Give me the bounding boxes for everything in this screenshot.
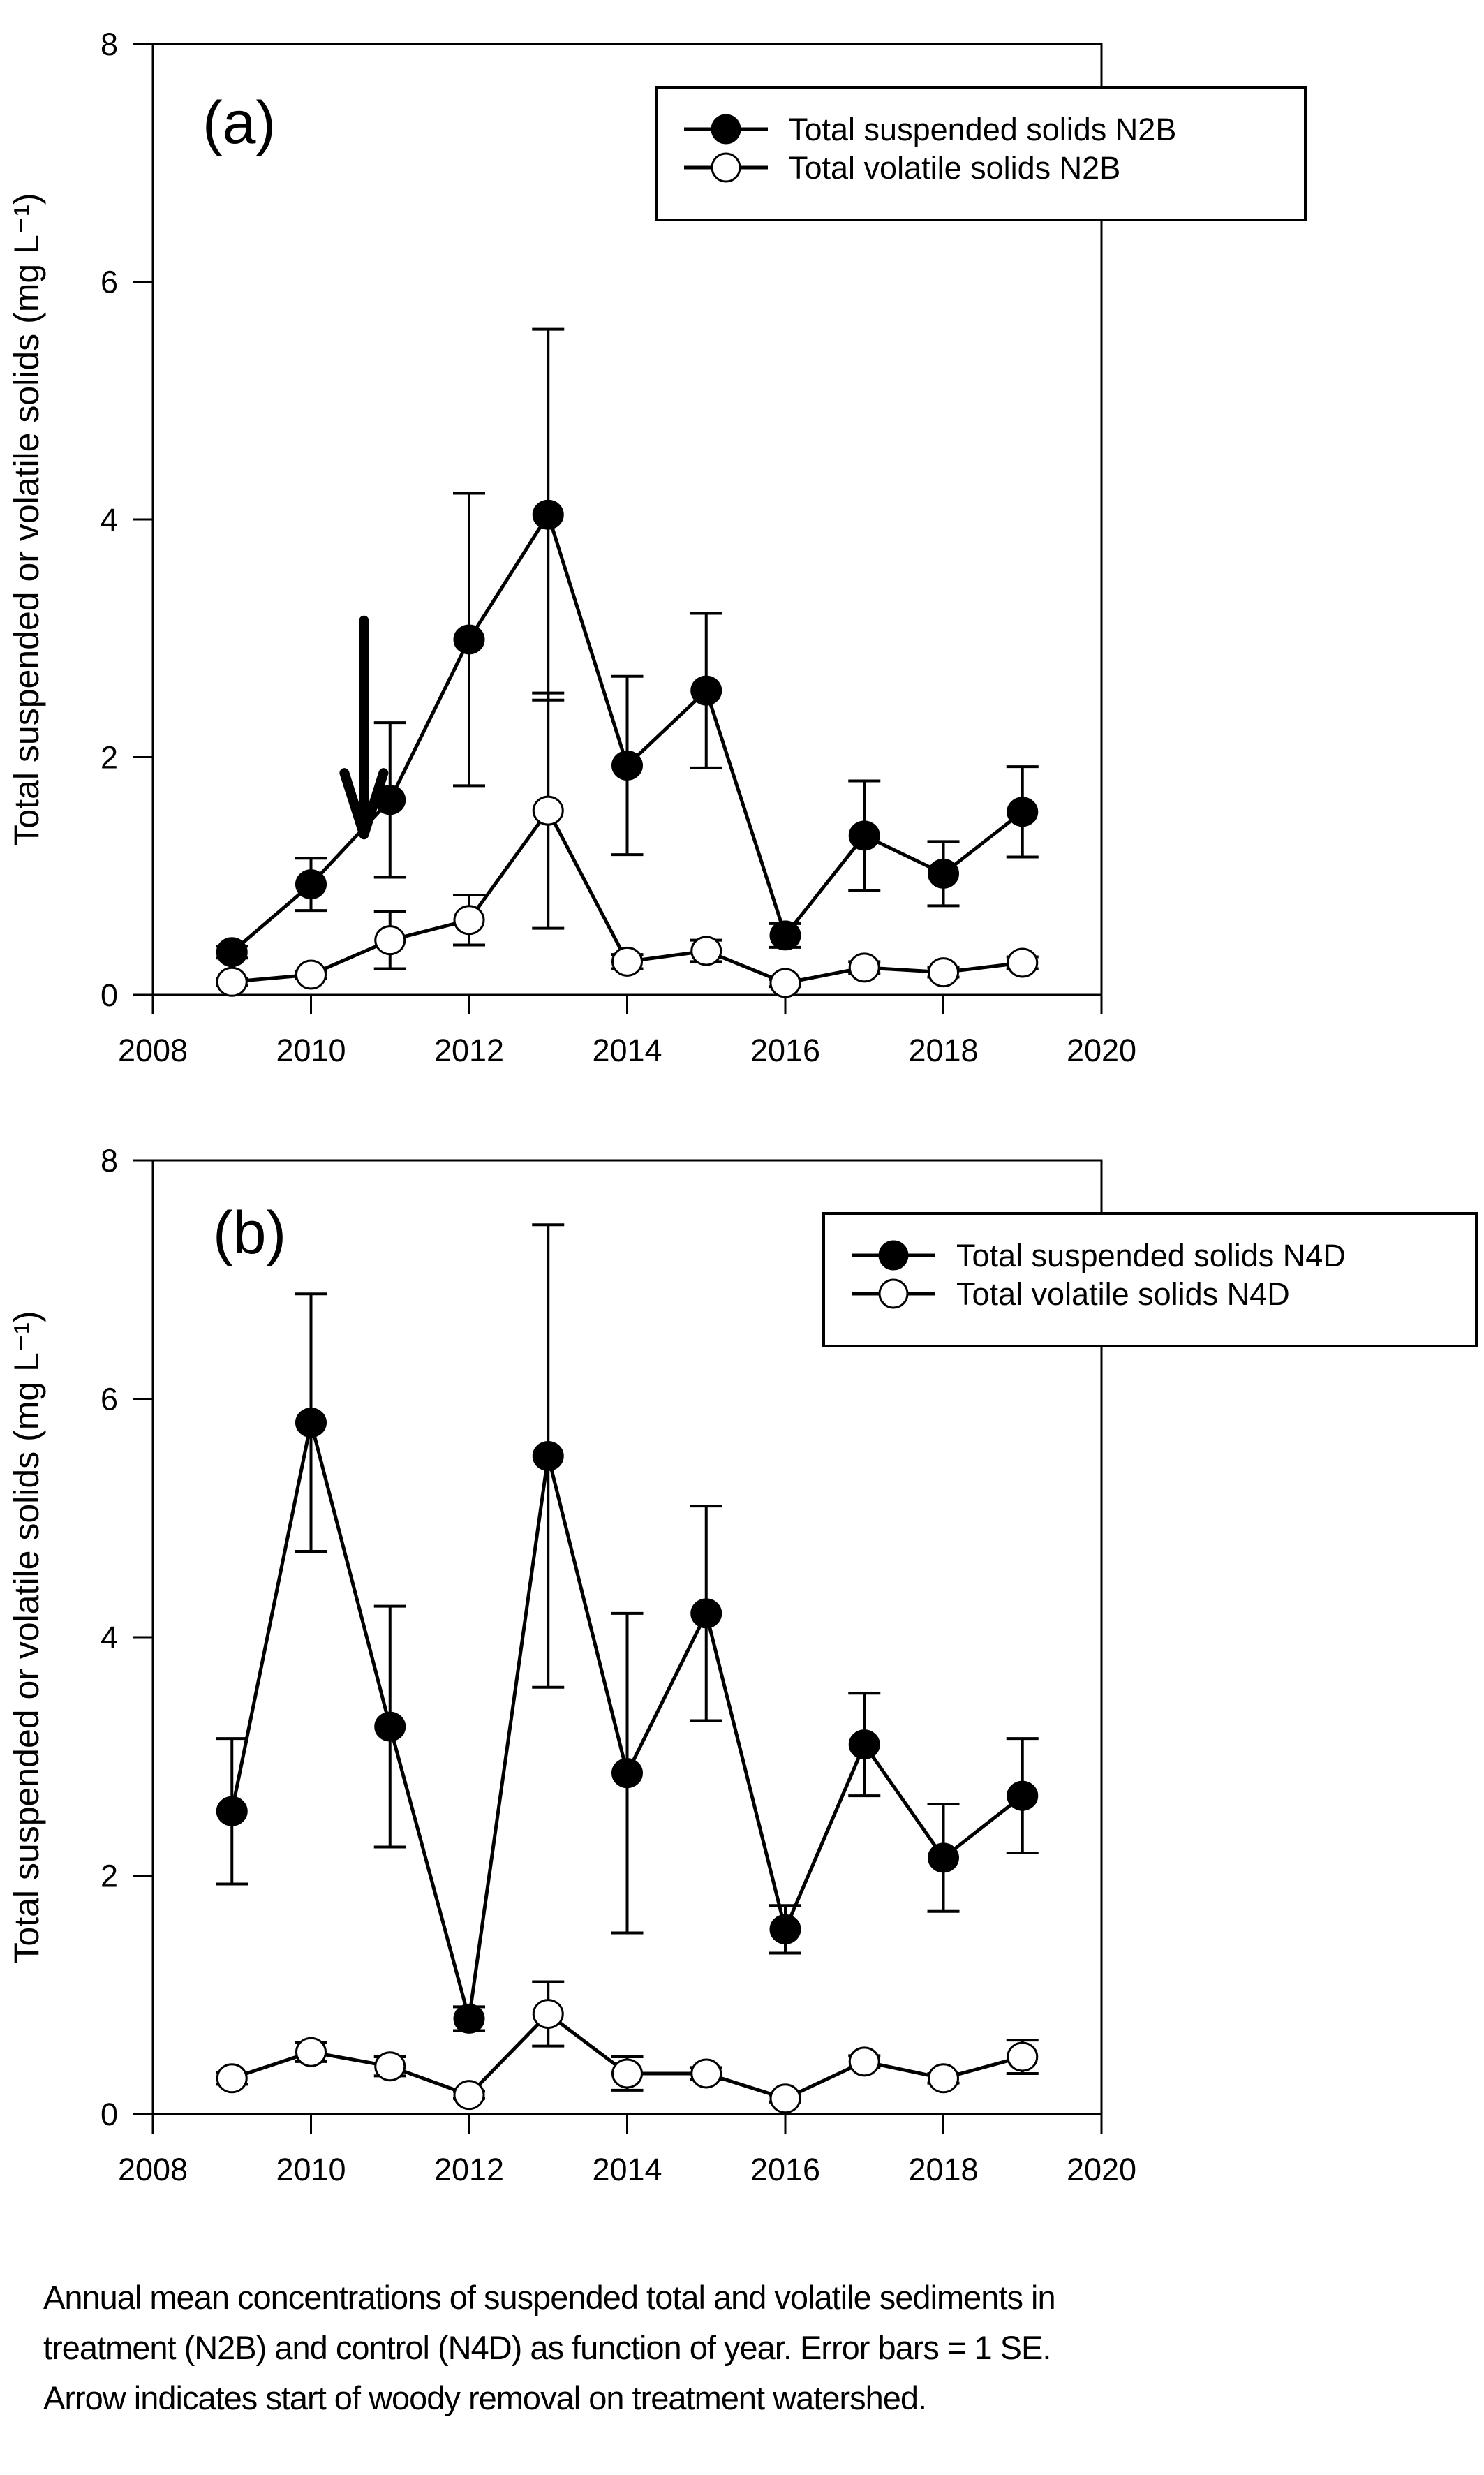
x-tick-label: 2010 [276, 2152, 346, 2187]
data-point [532, 795, 564, 826]
data-point [848, 2046, 880, 2077]
x-tick-label: 2008 [118, 1033, 188, 1068]
figure-caption: Annual mean concentrations of suspended … [43, 2273, 1439, 2423]
arrow-head-left [339, 768, 369, 840]
y-axis-label: Total suspended or volatile solids (mg L… [7, 1310, 46, 1963]
caption-line: Annual mean concentrations of suspended … [43, 2279, 1056, 2316]
y-tick-label: 4 [101, 1620, 118, 1655]
data-point [848, 952, 880, 983]
y-tick-label: 0 [101, 2097, 118, 2132]
data-point [453, 905, 485, 936]
data-point [532, 1440, 564, 1471]
arrow-annotation [339, 615, 389, 840]
y-axis-label: Total suspended or volatile solids (mg L… [7, 193, 46, 845]
legend-label: Total volatile solids N2B [789, 150, 1120, 186]
data-point [295, 959, 327, 990]
y-tick-label: 4 [101, 502, 118, 538]
data-point [848, 1729, 880, 1760]
data-point [928, 2063, 959, 2094]
caption-line: treatment (N2B) and control (N4D) as fun… [43, 2329, 1051, 2366]
legend-box [655, 86, 1307, 221]
data-point [216, 1796, 248, 1826]
data-point [611, 2058, 643, 2089]
x-tick-label: 2020 [1067, 2152, 1136, 2187]
data-point [1007, 947, 1039, 978]
data-point [928, 1842, 959, 1873]
y-tick-label: 6 [101, 265, 118, 300]
data-point [216, 966, 248, 997]
legend-label: Total suspended solids N2B [789, 112, 1176, 147]
data-point [453, 624, 485, 655]
data-point [532, 499, 564, 530]
data-point [928, 858, 959, 889]
data-point [690, 1598, 722, 1629]
x-tick-label: 2008 [118, 2152, 188, 2187]
panel-label: (a) [202, 89, 276, 156]
panel-b: 0 2 4 6 8 2008 2010 2012 2014 2016 2018 2020 Total s… [7, 1143, 1478, 2187]
data-point [1007, 2041, 1039, 2072]
data-point [690, 2058, 722, 2089]
legend-marker [711, 114, 741, 145]
y-tick-label: 6 [101, 1382, 118, 1417]
data-point [374, 2051, 406, 2082]
x-tick-label: 2014 [592, 2152, 662, 2187]
data-point [374, 1711, 406, 1742]
x-tick-label: 2012 [434, 1033, 504, 1068]
data-point [453, 2003, 485, 2034]
data-point [848, 820, 880, 851]
data-point [769, 2083, 801, 2114]
series-suspended [216, 1223, 1039, 2034]
legend-label: Total volatile solids N4D [956, 1276, 1290, 1312]
series-suspended [216, 327, 1039, 968]
x-tick-label: 2020 [1067, 1033, 1136, 1068]
data-point [690, 936, 722, 966]
data-point [295, 869, 327, 900]
data-point [532, 1999, 564, 2030]
data-point [928, 957, 959, 988]
data-point [1007, 1780, 1039, 1811]
data-point [611, 1758, 643, 1789]
y-tick-label: 8 [101, 27, 118, 62]
panel-a: 0 2 4 6 8 2008 2010 2012 2014 2016 2018 2020 Total s… [7, 27, 1307, 1068]
series-volatile [216, 1980, 1039, 2114]
legend-marker [711, 152, 741, 183]
x-tick-label: 2010 [276, 1033, 346, 1068]
x-tick-label: 2016 [750, 1033, 820, 1068]
data-point [611, 750, 643, 781]
y-tick-label: 0 [101, 977, 118, 1013]
data-point [374, 925, 406, 956]
data-point [769, 1914, 801, 1944]
y-tick-label: 8 [101, 1143, 118, 1179]
y-tick-label: 2 [101, 1859, 118, 1894]
legend-label: Total suspended solids N4D [956, 1238, 1346, 1273]
x-tick-label: 2018 [908, 1033, 978, 1068]
arrow-head-right [359, 768, 389, 840]
data-point [216, 937, 248, 968]
data-point [769, 920, 801, 951]
data-point [295, 1408, 327, 1438]
y-tick-label: 2 [101, 740, 118, 776]
data-point [295, 2037, 327, 2067]
data-point [216, 2063, 248, 2094]
legend-box [822, 1212, 1478, 1347]
legend-marker [878, 1240, 909, 1271]
data-point [1007, 797, 1039, 827]
data-point [611, 946, 643, 977]
caption-line: Arrow indicates start of woody removal o… [43, 2379, 927, 2416]
x-tick-label: 2014 [592, 1033, 662, 1068]
legend-marker [878, 1278, 909, 1309]
series-volatile [216, 691, 1039, 998]
x-tick-label: 2012 [434, 2152, 504, 2187]
data-point [690, 675, 722, 706]
x-tick-label: 2016 [750, 2152, 820, 2187]
data-point [769, 968, 801, 998]
data-point [453, 2080, 485, 2111]
panel-label: (b) [213, 1199, 286, 1266]
x-tick-label: 2018 [908, 2152, 978, 2187]
